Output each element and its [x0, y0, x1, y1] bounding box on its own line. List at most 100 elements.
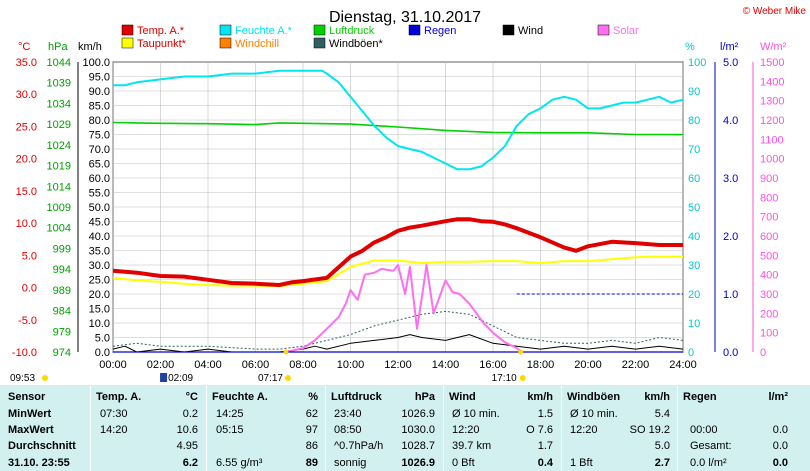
tick-label-temp: 0.0: [22, 283, 37, 295]
stats-header-temp: Temp. A.: [96, 391, 142, 403]
series-layer: [112, 69, 684, 353]
tick-label-solar: 100: [760, 328, 778, 340]
stats-boeen-value: 5.0: [654, 440, 670, 452]
tick-label-pct: 30: [688, 260, 700, 272]
tick-label-kmh: 65.0: [89, 159, 110, 171]
tick-label-kmh: 75.0: [89, 130, 110, 142]
tick-label-time: 24:00: [669, 359, 697, 371]
sun-markers: 09:53 02:09 07:17 17:10: [10, 349, 526, 384]
stats-wind-value: 1.5: [537, 408, 553, 420]
stats-druck-time: sonnig: [334, 457, 367, 469]
stats-regen-time: 0.0 l/m²: [690, 457, 727, 469]
stats-header-regen-unit: l/m²: [768, 391, 788, 403]
stats-row-label: Durchschnitt: [8, 440, 76, 452]
series-solar: [286, 264, 523, 353]
tick-label-kmh: 45.0: [89, 217, 110, 229]
tick-label-temp: 25.0: [16, 121, 37, 133]
stats-row-label: MaxWert: [8, 424, 54, 436]
stats-temp-value: 0.2: [182, 408, 198, 420]
tick-label-solar: 500: [760, 250, 778, 262]
stats-row-label: MinWert: [8, 408, 52, 420]
tick-label-kmh: 90.0: [89, 86, 110, 98]
stats-column-divider: [443, 385, 444, 471]
tick-label-solar: 700: [760, 212, 778, 224]
tick-label-rain: 5.0: [723, 57, 738, 69]
tick-label-hpa: 1024: [47, 140, 71, 152]
stats-panel: Sensor Temp. A. °C Feuchte A.% Luftdruck hPa W…: [0, 385, 810, 471]
series-feuchte-a: [113, 69, 684, 171]
tick-label-time: 16:00: [479, 359, 507, 371]
tick-label-hpa: 994: [53, 264, 71, 276]
tick-label-solar: 1000: [760, 154, 784, 166]
stats-regen-value: 0.0: [772, 440, 788, 452]
stats-boeen-time: Ø 10 min.: [570, 408, 618, 420]
tick-label-pct: 10: [688, 318, 700, 330]
stats-header-boeen-unit: km/h: [644, 391, 670, 403]
stats-regen-time: Gesamt:: [690, 440, 732, 452]
legend-swatch-windboeen: [313, 37, 326, 49]
tick-label-pct: 100: [688, 57, 706, 69]
tick-label-pct: 70: [688, 144, 700, 156]
tick-label-hpa: 979: [53, 326, 71, 338]
tick-label-pct: 90: [688, 86, 700, 98]
tick-label-hpa: 984: [53, 306, 71, 318]
tick-label-solar: 800: [760, 192, 778, 204]
tick-label-kmh: 95.0: [89, 72, 110, 84]
tick-label-kmh: 25.0: [89, 275, 110, 287]
axis-label-solar: W/m²: [760, 41, 787, 53]
legend-label-windboeen: Windböen*: [329, 38, 384, 50]
tick-label-kmh: 55.0: [89, 188, 110, 200]
stats-temp-time: 14:20: [100, 424, 128, 436]
tick-label-hpa: 1009: [47, 202, 71, 214]
legend-swatch-windchill: [219, 37, 232, 49]
tick-label-hpa: 1034: [47, 98, 71, 110]
stats-boeen-value: 2.7: [654, 457, 670, 469]
tick-label-time: 10:00: [337, 359, 365, 371]
tick-label-hpa: 1004: [47, 223, 71, 235]
legend-swatch-wind: [502, 24, 515, 36]
legend: Temp. A.* Feuchte A.* Luftdruck Regen Wind So…: [121, 24, 639, 50]
legend-swatch-temp: [121, 24, 134, 36]
sunrise-icon: [284, 375, 291, 381]
tick-label-rain: 4.0: [723, 115, 738, 127]
tick-label-time: 08:00: [289, 359, 317, 371]
axis-label-hpa: hPa: [48, 41, 68, 53]
tick-label-time: 02:00: [147, 359, 175, 371]
weather-chart: Dienstag, 31.10.2017 © Weber Mike Temp. …: [10, 6, 806, 384]
stats-druck-value: 1030.0: [401, 424, 435, 436]
legend-swatch-solar: [597, 24, 610, 36]
chart-title: Dienstag, 31.10.2017: [329, 9, 481, 26]
legend-label-feuchte: Feuchte A.*: [235, 25, 293, 37]
stats-wind-time: 39.7 km: [452, 440, 492, 452]
stats-druck-value: 1028.7: [401, 440, 435, 452]
tick-label-pct: 50: [688, 202, 700, 214]
series-luftdruck: [112, 121, 683, 136]
tick-label-rain: 1.0: [723, 289, 738, 301]
tick-label-kmh: 0.0: [95, 347, 110, 359]
stats-feuchte-time: 6.55 g/m³: [216, 457, 263, 469]
tick-label-temp: 15.0: [16, 186, 37, 198]
tick-label-kmh: 10.0: [89, 318, 110, 330]
tick-label-kmh: 40.0: [89, 231, 110, 243]
tick-label-temp: -10.0: [12, 347, 37, 359]
tick-label-hpa: 1029: [47, 119, 71, 131]
tick-label-time: 06:00: [242, 359, 270, 371]
stats-header-wind: Wind: [449, 391, 476, 403]
stats-feuchte-value: 97: [305, 424, 318, 436]
tick-label-kmh: 85.0: [89, 101, 110, 113]
tick-label-temp: 35.0: [16, 57, 37, 69]
stats-column-divider: [677, 385, 678, 471]
sunset-marker: [518, 349, 524, 355]
tick-label-hpa: 1044: [47, 57, 71, 69]
legend-label-windchill: Windchill: [235, 38, 279, 50]
tick-label-time: 22:00: [622, 359, 650, 371]
tick-label-temp: 5.0: [22, 250, 37, 262]
series-temp-a: [112, 217, 683, 287]
tick-label-temp: 10.0: [16, 218, 37, 230]
tick-label-rain: 2.0: [723, 231, 738, 243]
tick-label-kmh: 30.0: [89, 260, 110, 272]
stats-feuchte-value: 89: [305, 457, 318, 469]
stats-regen-value: 0.0: [772, 424, 788, 436]
tick-label-hpa: 989: [53, 285, 71, 297]
tick-label-hpa: 1019: [47, 161, 71, 173]
